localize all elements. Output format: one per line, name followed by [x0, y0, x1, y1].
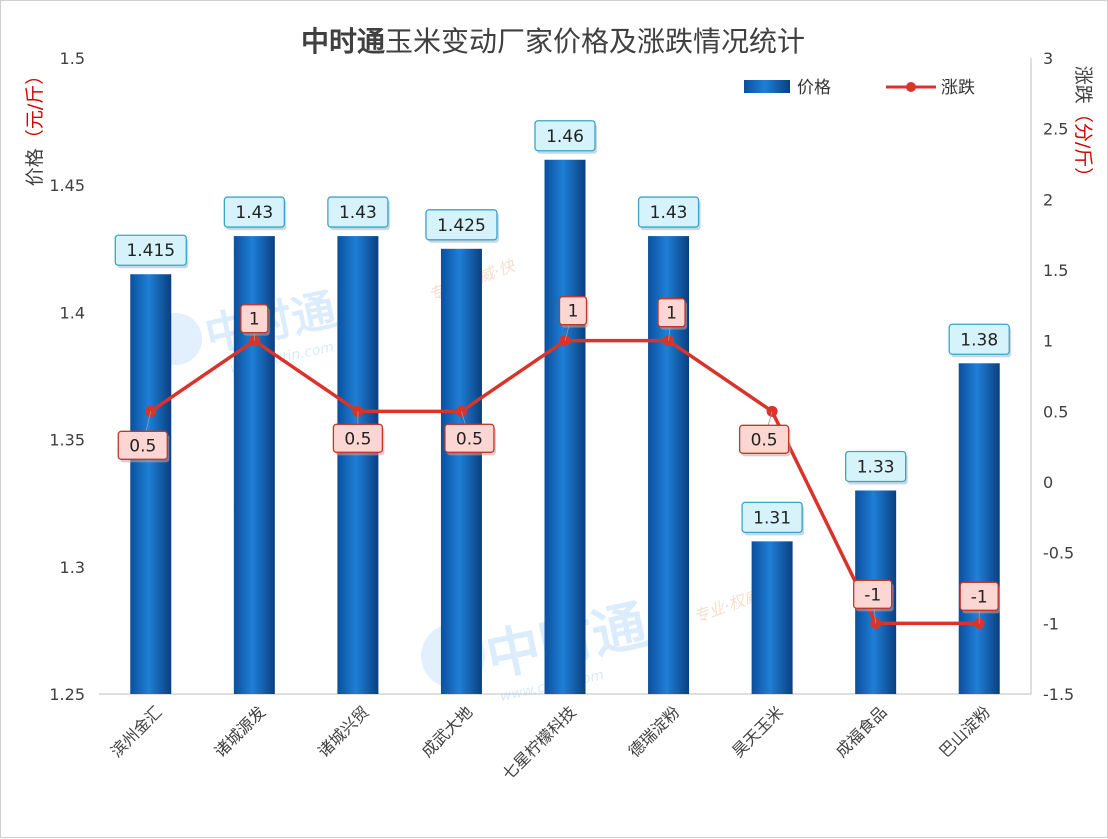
change-label-text-3: 0.5	[456, 429, 483, 449]
change-label-text-8: -1	[971, 587, 988, 607]
y-axis-right-tick-7: 2	[1043, 190, 1053, 209]
price-label-text-8: 1.38	[960, 330, 998, 350]
y-axis-right-tick-1: -1	[1043, 614, 1059, 633]
change-label-0: 0.5	[117, 411, 170, 463]
change-label-text-5: 1	[666, 304, 677, 324]
price-label-7: 1.33	[845, 450, 908, 485]
price-label-text-0: 1.415	[126, 241, 175, 261]
y-axis-right-tick-0: -1.5	[1043, 685, 1074, 704]
category-label-6: 昊天玉米	[728, 702, 787, 761]
price-label-5: 1.43	[637, 196, 701, 231]
y-axis-left-tick-2: 1.35	[49, 431, 85, 450]
y-axis-left-tick-3: 1.4	[60, 303, 85, 322]
change-label-text-0: 0.5	[129, 436, 156, 456]
svg-text:价格（元/斤）: 价格（元/斤）	[24, 66, 46, 186]
change-label-text-1: 1	[249, 310, 260, 330]
y-axis-right-ticks: -1.5 -1 -0.5 0 0.5 1 1.5 2 2.5 3	[1043, 49, 1074, 704]
price-bar-2	[337, 236, 379, 694]
price-label-text-3: 1.425	[437, 216, 486, 236]
y-axis-right-tick-4: 0.5	[1043, 402, 1068, 421]
chart-title-brand: 中时通	[301, 25, 385, 58]
price-bar-8	[958, 363, 1000, 694]
price-label-8: 1.38	[948, 323, 1012, 358]
change-label-text-2: 0.5	[344, 429, 371, 449]
y-axis-left-tick-5: 1.5	[60, 49, 85, 68]
category-label-7: 成福食品	[832, 702, 891, 761]
price-labels: 1.415 1.43 1.43 1.425 1.46 1.43 1.31 1.33 1.38	[114, 120, 1012, 536]
change-label-8: -1	[959, 581, 1001, 624]
price-label-text-2: 1.43	[339, 203, 377, 223]
category-label-8: 巴山淀粉	[935, 702, 994, 761]
y-axis-right-title-text: 涨跌	[1072, 66, 1094, 104]
chart-title: 中时通玉米变动厂家价格及涨跌情况统计	[301, 25, 805, 58]
price-label-text-5: 1.43	[650, 203, 688, 223]
category-labels: 滨州金汇 诸城源发 诸城兴贸 成武大地 七星柠檬科技 德瑞淀粉 昊天玉米 成福食品 巴山淀粉	[107, 702, 994, 783]
y-axis-right-title: 涨跌（分/斤）	[1072, 66, 1094, 186]
price-label-4: 1.46	[534, 120, 597, 154]
y-axis-right-tick-3: 0	[1043, 473, 1053, 492]
price-bar-0	[130, 274, 172, 694]
y-axis-left-ticks: 1.25 1.3 1.35 1.4 1.45 1.5	[49, 49, 85, 704]
category-label-4: 七星柠檬科技	[499, 702, 580, 783]
category-label-1: 诸城源发	[210, 702, 269, 761]
category-label-5: 德瑞淀粉	[625, 702, 684, 761]
price-label-0: 1.415	[114, 234, 189, 269]
change-label-text-7: -1	[864, 585, 881, 605]
price-label-text-7: 1.33	[857, 457, 895, 477]
change-label-4: 1	[558, 296, 589, 341]
legend-label-change: 涨跌	[941, 78, 975, 98]
change-label-1: 1	[240, 304, 270, 341]
price-label-1: 1.43	[223, 196, 287, 231]
price-bar-6	[751, 541, 793, 694]
price-label-text-4: 1.46	[546, 127, 584, 147]
y-axis-left-tick-1: 1.3	[60, 558, 85, 577]
price-label-text-6: 1.31	[753, 508, 791, 528]
y-axis-left-tick-4: 1.45	[49, 176, 85, 195]
chart-title-text: 玉米变动厂家价格及涨跌情况统计	[385, 25, 805, 58]
price-label-2: 1.43	[327, 196, 390, 231]
legend: 价格 涨跌	[744, 78, 975, 98]
change-label-5: 1	[657, 298, 688, 341]
y-axis-left-title: 价格（元/斤）	[24, 66, 46, 186]
legend-marker-change	[906, 82, 916, 92]
y-axis-right-tick-5: 1	[1043, 332, 1053, 351]
y-axis-right-tick-9: 3	[1043, 49, 1053, 68]
price-label-3: 1.425	[425, 209, 499, 243]
y-axis-right-title-unit: （分/斤）	[1072, 104, 1094, 186]
change-label-6: 0.5	[738, 411, 791, 457]
y-axis-right-tick-8: 2.5	[1043, 120, 1068, 139]
change-labels: 0.5 1 0.5 0.5 1 1 0.5 -1 -1	[117, 296, 1001, 624]
category-label-3: 成武大地	[418, 702, 477, 761]
y-axis-left-tick-0: 1.25	[49, 685, 85, 704]
price-label-6: 1.31	[741, 501, 805, 536]
legend-label-price: 价格	[797, 78, 831, 98]
y-axis-right-tick-6: 1.5	[1043, 261, 1068, 280]
y-axis-right-tick-2: -0.5	[1043, 544, 1074, 563]
change-label-7: -1	[853, 579, 894, 624]
price-bar-4	[544, 159, 586, 694]
y-axis-left-title-text: 价格	[24, 148, 46, 186]
category-label-0: 滨州金汇	[107, 702, 166, 761]
change-label-2: 0.5	[332, 411, 385, 456]
change-label-text-6: 0.5	[751, 430, 778, 450]
price-bar-3	[440, 248, 482, 695]
price-label-text-1: 1.43	[235, 203, 273, 223]
category-label-2: 诸城兴贸	[314, 702, 373, 761]
change-label-3: 0.5	[444, 411, 496, 456]
svg-text:涨跌（分/斤）: 涨跌（分/斤）	[1072, 66, 1094, 186]
change-label-text-4: 1	[568, 302, 579, 322]
y-axis-left-title-unit: （元/斤）	[24, 66, 46, 148]
legend-swatch-price	[744, 80, 790, 93]
